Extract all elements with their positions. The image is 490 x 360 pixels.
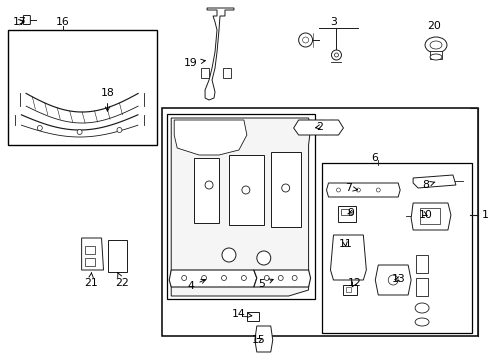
- Bar: [271, 152, 301, 227]
- Text: 15: 15: [252, 335, 266, 345]
- Polygon shape: [330, 235, 367, 280]
- Polygon shape: [375, 265, 411, 295]
- Ellipse shape: [430, 54, 442, 60]
- Bar: [8, 30, 157, 145]
- Text: 11: 11: [339, 239, 352, 249]
- Circle shape: [257, 251, 271, 265]
- Circle shape: [222, 248, 236, 262]
- Bar: [430, 51, 442, 59]
- Circle shape: [282, 184, 290, 192]
- Polygon shape: [205, 8, 234, 100]
- Polygon shape: [326, 183, 400, 197]
- Text: 2: 2: [316, 122, 323, 132]
- Polygon shape: [174, 120, 247, 155]
- Circle shape: [388, 275, 398, 285]
- Polygon shape: [411, 203, 451, 230]
- Circle shape: [205, 181, 213, 189]
- Circle shape: [278, 275, 283, 280]
- Ellipse shape: [430, 41, 442, 49]
- Circle shape: [356, 188, 360, 192]
- Text: 18: 18: [100, 88, 114, 111]
- Circle shape: [77, 130, 82, 135]
- Text: 16: 16: [56, 17, 70, 27]
- Circle shape: [332, 50, 342, 60]
- Circle shape: [264, 275, 270, 280]
- Polygon shape: [107, 240, 127, 272]
- Bar: [339, 206, 356, 222]
- Text: 8: 8: [422, 180, 435, 190]
- Polygon shape: [294, 120, 343, 135]
- Text: 12: 12: [347, 278, 361, 288]
- Bar: [416, 278, 428, 296]
- Text: 3: 3: [330, 17, 337, 27]
- Bar: [85, 246, 95, 254]
- Polygon shape: [171, 118, 311, 296]
- Circle shape: [37, 126, 42, 131]
- Text: 14: 14: [232, 309, 252, 319]
- Circle shape: [182, 275, 187, 280]
- Bar: [201, 68, 209, 78]
- Circle shape: [242, 186, 250, 194]
- Bar: [85, 258, 95, 266]
- Bar: [346, 287, 351, 292]
- Polygon shape: [254, 270, 311, 287]
- Text: 4: 4: [188, 279, 206, 291]
- Circle shape: [292, 275, 297, 280]
- Bar: [321, 163, 472, 333]
- Bar: [229, 155, 264, 225]
- Polygon shape: [82, 238, 103, 270]
- Ellipse shape: [415, 318, 429, 326]
- Text: 22: 22: [116, 273, 129, 288]
- Circle shape: [242, 275, 246, 280]
- Text: 20: 20: [427, 21, 441, 31]
- Bar: [194, 158, 219, 223]
- Text: 21: 21: [84, 273, 98, 288]
- FancyBboxPatch shape: [24, 15, 30, 24]
- Polygon shape: [169, 270, 257, 287]
- Bar: [342, 209, 349, 215]
- Text: 10: 10: [419, 210, 433, 220]
- Circle shape: [298, 33, 313, 47]
- Circle shape: [303, 37, 309, 43]
- Bar: [167, 114, 315, 299]
- Ellipse shape: [415, 303, 429, 313]
- Text: 17: 17: [13, 17, 27, 27]
- Bar: [162, 108, 478, 336]
- Text: 6: 6: [371, 153, 378, 163]
- Circle shape: [117, 127, 122, 132]
- Text: 9: 9: [347, 208, 354, 218]
- Bar: [343, 285, 357, 295]
- Circle shape: [337, 188, 341, 192]
- Circle shape: [221, 275, 226, 280]
- Bar: [420, 208, 440, 224]
- Bar: [416, 255, 428, 273]
- Text: 5: 5: [258, 279, 273, 289]
- Text: 13: 13: [392, 274, 405, 284]
- Bar: [247, 312, 259, 321]
- Polygon shape: [255, 326, 273, 352]
- Ellipse shape: [425, 37, 447, 53]
- Circle shape: [335, 53, 339, 57]
- Text: 1: 1: [482, 210, 489, 220]
- Text: 19: 19: [184, 58, 205, 68]
- Circle shape: [376, 188, 380, 192]
- Text: 7: 7: [345, 183, 358, 193]
- Polygon shape: [413, 175, 456, 188]
- Circle shape: [201, 275, 207, 280]
- Bar: [223, 68, 231, 78]
